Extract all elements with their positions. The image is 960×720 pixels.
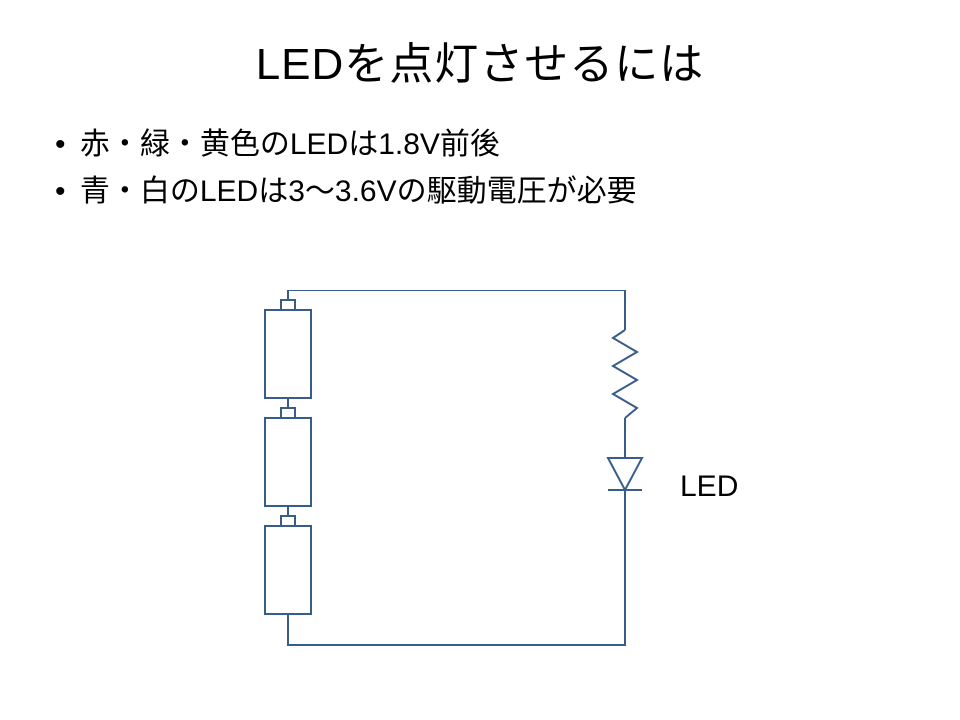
slide-title: LEDを点灯させるには — [0, 0, 960, 92]
circuit-svg — [235, 290, 715, 670]
bullet-item: 青・白のLEDは3〜3.6Vの駆動電圧が必要 — [55, 169, 960, 216]
led-label: LED — [680, 470, 738, 504]
slide: LEDを点灯させるには 赤・緑・黄色のLEDは1.8V前後 青・白のLEDは3〜… — [0, 0, 960, 720]
bullet-item: 赤・緑・黄色のLEDは1.8V前後 — [55, 122, 960, 169]
bullet-list: 赤・緑・黄色のLEDは1.8V前後 青・白のLEDは3〜3.6Vの駆動電圧が必要 — [55, 122, 960, 215]
circuit-diagram — [235, 290, 715, 670]
